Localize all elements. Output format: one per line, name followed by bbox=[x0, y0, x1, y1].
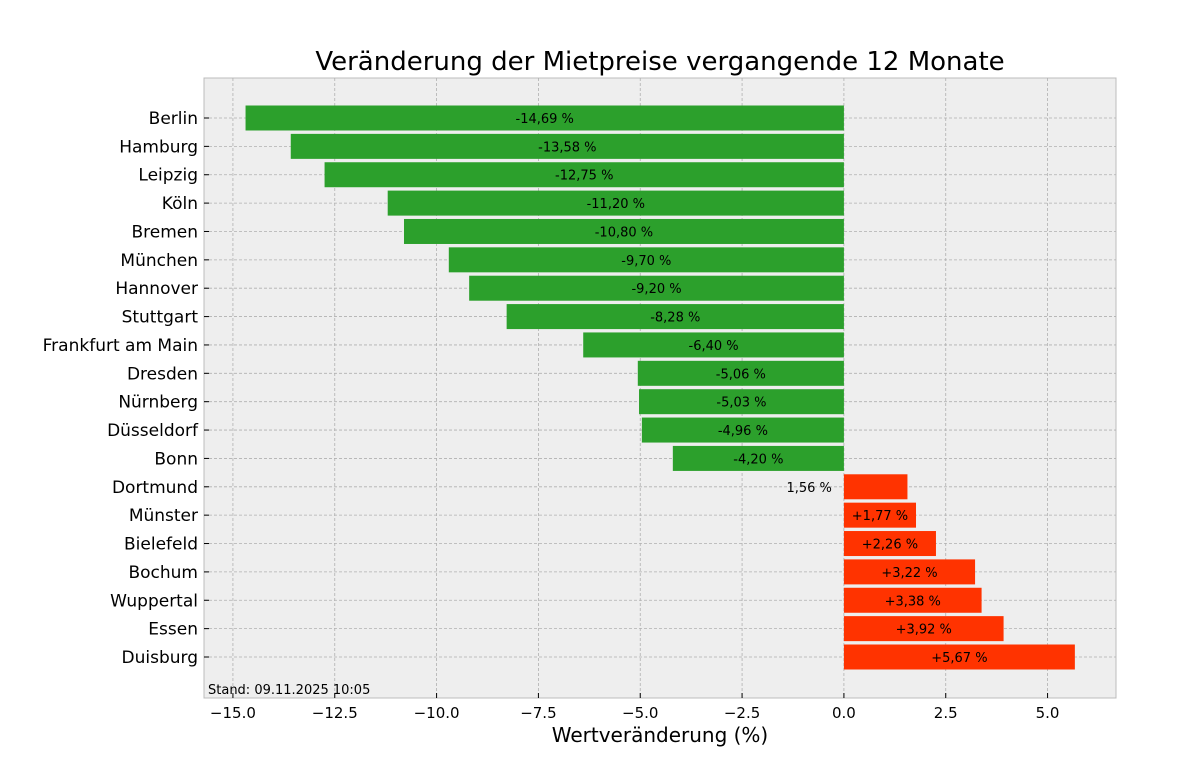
data-label: +3,22 % bbox=[881, 566, 937, 581]
data-label: -12,75 % bbox=[555, 169, 613, 184]
data-label: -9,20 % bbox=[631, 282, 681, 297]
x-tick-label: 0.0 bbox=[832, 704, 856, 722]
y-tick-label: Düsseldorf bbox=[107, 421, 199, 441]
bar bbox=[583, 332, 844, 358]
bar bbox=[448, 247, 844, 273]
bar bbox=[403, 218, 844, 244]
bar bbox=[290, 133, 844, 159]
bar bbox=[843, 644, 1075, 670]
bar bbox=[843, 559, 976, 585]
bar bbox=[843, 474, 908, 500]
x-tick-label: −2.5 bbox=[724, 704, 760, 722]
y-tick-label: Nürnberg bbox=[118, 393, 198, 413]
bar bbox=[843, 502, 917, 528]
y-tick-label: Stuttgart bbox=[122, 308, 199, 328]
bar bbox=[506, 304, 844, 330]
data-label: -5,06 % bbox=[716, 367, 766, 382]
y-tick-label: Bonn bbox=[154, 449, 198, 469]
y-tick-label: Köln bbox=[162, 194, 198, 214]
bar bbox=[639, 389, 844, 415]
y-tick-label: Duisburg bbox=[122, 648, 199, 668]
data-label: -8,28 % bbox=[650, 311, 700, 326]
y-tick-label: Frankfurt am Main bbox=[43, 336, 198, 356]
x-tick-label: −7.5 bbox=[520, 704, 556, 722]
bar bbox=[469, 275, 844, 301]
x-tick-label: 2.5 bbox=[934, 704, 958, 722]
data-label: -5,03 % bbox=[716, 396, 766, 411]
y-tick-label: Berlin bbox=[149, 109, 198, 129]
data-label: -9,70 % bbox=[621, 254, 671, 269]
x-tick-label: −12.5 bbox=[312, 704, 358, 722]
y-tick-label: Essen bbox=[148, 620, 198, 640]
data-label: -14,69 % bbox=[516, 112, 574, 127]
y-tick-label: Bochum bbox=[128, 563, 198, 583]
y-tick-label: Leipzig bbox=[138, 166, 198, 186]
bar bbox=[637, 360, 844, 386]
y-tick-label: Dresden bbox=[127, 364, 198, 384]
x-tick-label: −10.0 bbox=[414, 704, 460, 722]
data-label: -4,96 % bbox=[718, 424, 768, 439]
data-label: -13,58 % bbox=[538, 140, 596, 155]
data-label: +3,92 % bbox=[896, 623, 952, 638]
y-tick-label: München bbox=[120, 251, 198, 271]
x-axis-label: Wertveränderung (%) bbox=[552, 723, 769, 747]
bar bbox=[324, 162, 844, 188]
data-label: -10,80 % bbox=[595, 225, 653, 240]
y-tick-label: Bielefeld bbox=[124, 535, 198, 555]
data-label: +1,77 % bbox=[852, 509, 908, 524]
y-tick-label: Hamburg bbox=[119, 137, 198, 157]
x-tick-label: 5.0 bbox=[1036, 704, 1060, 722]
timestamp-annotation: Stand: 09.11.2025 10:05 bbox=[208, 683, 370, 698]
bar bbox=[843, 587, 982, 613]
data-label: 1,56 % bbox=[786, 481, 831, 496]
chart-title: Veränderung der Mietpreise vergangende 1… bbox=[315, 47, 1004, 77]
data-label: -6,40 % bbox=[689, 339, 739, 354]
data-label: -11,20 % bbox=[587, 197, 645, 212]
y-tick-label: Münster bbox=[129, 506, 198, 526]
y-tick-label: Wuppertal bbox=[110, 591, 198, 611]
bar bbox=[245, 105, 844, 131]
bar bbox=[843, 531, 936, 557]
data-label: +2,26 % bbox=[862, 538, 918, 553]
data-label: +5,67 % bbox=[931, 651, 987, 666]
bar bbox=[672, 445, 844, 471]
x-tick-label: −15.0 bbox=[210, 704, 256, 722]
y-tick-label: Dortmund bbox=[112, 478, 198, 498]
bar bbox=[641, 417, 844, 443]
x-tick-label: −5.0 bbox=[622, 704, 658, 722]
data-label: +3,38 % bbox=[885, 594, 941, 609]
bar bbox=[843, 616, 1004, 642]
data-label: -4,20 % bbox=[733, 452, 783, 467]
bar bbox=[387, 190, 844, 216]
y-tick-label: Bremen bbox=[131, 222, 198, 242]
y-tick-label: Hannover bbox=[115, 279, 198, 299]
